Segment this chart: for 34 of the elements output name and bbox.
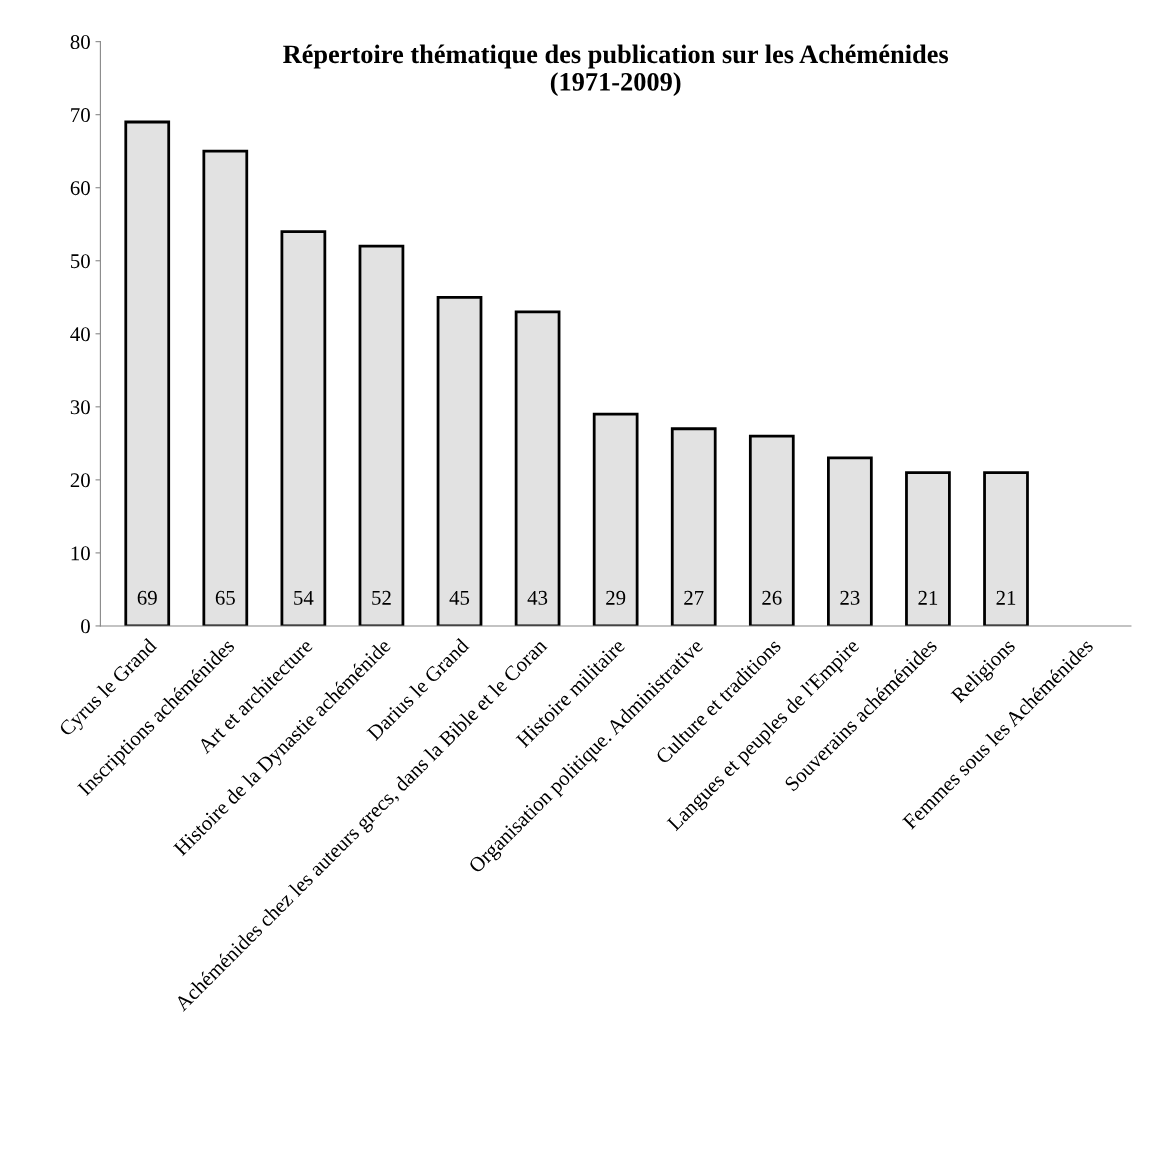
bar [514, 310, 561, 626]
data-label: 29 [606, 590, 626, 605]
data-label: 27 [684, 590, 704, 605]
data-label: 65 [215, 590, 235, 605]
bar [592, 412, 639, 626]
y-tick-label: 40 [70, 327, 90, 342]
bar [436, 295, 483, 626]
bar [358, 244, 405, 626]
data-label: 26 [762, 590, 782, 605]
y-tick-label: 20 [70, 473, 90, 488]
data-label: 21 [918, 590, 938, 605]
y-tick-label: 70 [71, 108, 90, 123]
data-label: 21 [996, 590, 1016, 605]
bar [905, 471, 951, 626]
data-label: 54 [294, 590, 314, 605]
data-label: 45 [449, 590, 470, 605]
y-tick-label: 0 [81, 619, 90, 634]
text: Répertoire thématique des publication sur les Achéménides (1971-2009) [283, 44, 949, 97]
bar [748, 434, 795, 626]
bar [124, 120, 171, 626]
data-label: 52 [372, 590, 391, 605]
data-label: 43 [527, 590, 548, 605]
y-tick-label: 60 [70, 181, 90, 196]
bar [202, 149, 249, 626]
y-tick-label: 10 [71, 546, 90, 561]
y-tick-label: 30 [70, 400, 90, 415]
bar [670, 427, 717, 626]
y-tick-label: 50 [71, 254, 90, 269]
y-tick-label: 80 [70, 35, 90, 50]
data-label: 69 [137, 590, 157, 605]
bar [827, 456, 873, 626]
data-label: 23 [840, 590, 860, 605]
bar [983, 471, 1029, 626]
bar [280, 230, 327, 626]
